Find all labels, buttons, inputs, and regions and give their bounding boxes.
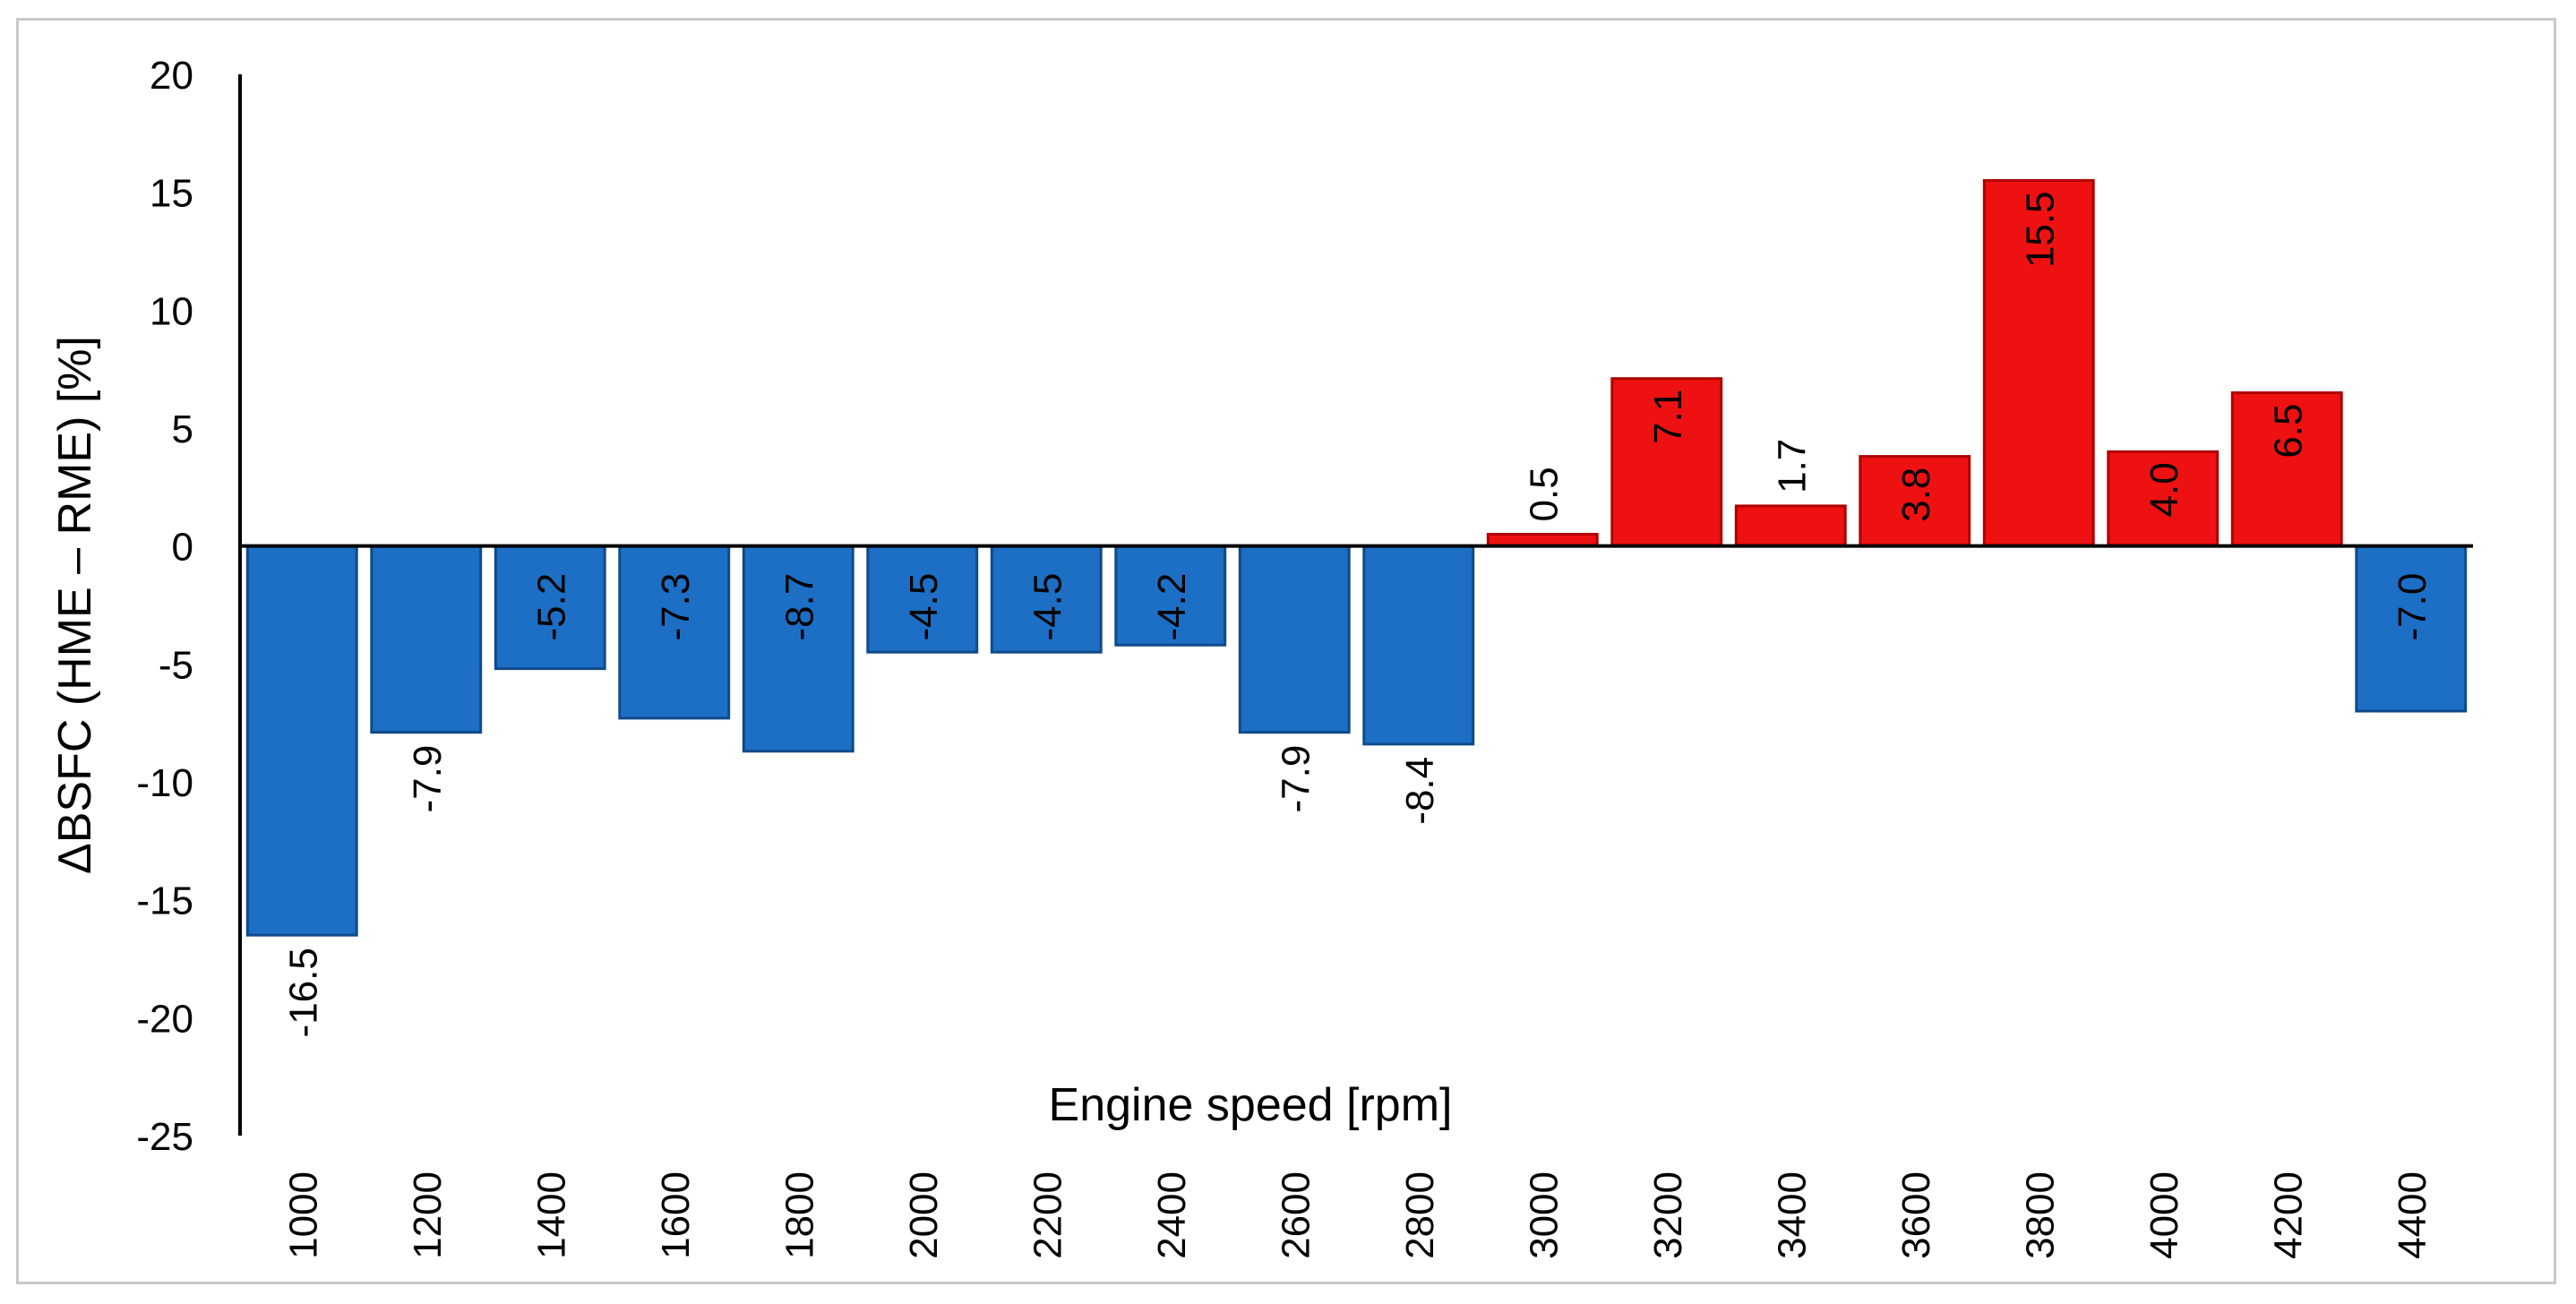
data-label: -8.4 [1398,757,1442,825]
data-labels: -16.5 -7.9 -5.2 -7.3 -8.7 -4.5 -4.5 -4.2 -7.9 -8.… [281,192,2434,1038]
bar-rpm-1600 [618,545,731,720]
data-label: -16.5 [281,948,325,1037]
x-tick-label: 2000 [902,1171,946,1259]
x-tick-label: 1000 [281,1171,325,1259]
x-tick-label: 3200 [1646,1171,1690,1259]
data-label: -7.9 [1274,745,1318,813]
y-tick-label: 15 [150,172,193,216]
y-tick-label: -20 [136,997,193,1041]
bar-rpm-1200 [370,545,483,734]
y-tick-label: 20 [150,54,193,98]
bar-rpm-2200 [990,545,1103,654]
data-label: -4.5 [1026,573,1069,641]
data-label: 1.7 [1770,439,1814,493]
data-label: -4.2 [1150,573,1194,641]
data-label: 15.5 [2018,192,2062,269]
y-axis-title: ΔBSFC (HME – RME) [%] [49,336,101,874]
x-tick-label: 2600 [1274,1171,1318,1259]
x-tick-label: 4000 [2142,1171,2186,1259]
data-label: -7.9 [406,745,450,813]
data-label: 4.0 [2142,462,2186,517]
bar-rpm-2000 [866,545,979,654]
bar-rpm-2800 [1362,545,1475,746]
x-axis-title: Engine speed [rpm] [1049,1079,1453,1131]
x-tick-label: 2800 [1398,1171,1442,1259]
bar-rpm-3200 [1610,377,1723,548]
chart-frame: 20 15 10 5 0 -5 -10 -15 -20 -25 1000 1200 1400 1600 1… [16,18,2556,1284]
x-tick-label: 3000 [1522,1171,1566,1259]
bar-rpm-3800 [1982,179,2095,548]
y-tick-label: -10 [136,761,193,805]
bar-rpm-3400 [1734,504,1847,548]
y-tick-labels: 20 15 10 5 0 -5 -10 -15 -20 -25 [136,54,193,1159]
x-tick-label: 4200 [2266,1171,2310,1259]
bar-rpm-2400 [1114,545,1227,647]
x-tick-label: 2200 [1026,1171,1069,1259]
y-tick-label: -15 [136,879,193,923]
data-label: 3.8 [1894,468,1938,522]
bar-rpm-3600 [1859,455,1971,548]
bar-rpm-1400 [494,545,606,671]
x-tick-label: 3400 [1770,1171,1814,1259]
y-tick-label: 0 [172,526,193,570]
x-tick-label: 1800 [777,1171,821,1259]
y-tick-label: 5 [172,408,193,451]
y-tick-label: -25 [136,1115,193,1159]
data-label: -5.2 [529,573,573,641]
bar-rpm-4400 [2355,545,2468,713]
bars-layer [245,179,2468,937]
axes-layer [238,74,2473,1136]
x-tick-label: 4400 [2391,1171,2434,1259]
x-tick-label: 3600 [1894,1171,1938,1259]
data-label: -7.0 [2391,573,2434,641]
x-tick-label: 1200 [406,1171,450,1259]
data-label: 0.5 [1522,467,1566,521]
y-tick-label: 10 [150,289,193,333]
bar-rpm-2600 [1238,545,1351,734]
data-label: 6.5 [2266,404,2310,459]
x-tick-labels: 1000 1200 1400 1600 1800 2000 2200 2400 2600 2800… [281,1171,2434,1259]
y-tick-label: -5 [159,643,193,687]
x-tick-label: 3800 [2018,1171,2062,1259]
x-tick-label: 1600 [654,1171,698,1259]
data-label: -4.5 [902,573,946,641]
bar-rpm-4000 [2107,450,2220,548]
data-label: -7.3 [654,573,698,641]
x-tick-label: 2400 [1150,1171,1194,1259]
bar-rpm-1000 [245,545,358,937]
data-label: -8.7 [777,573,821,641]
data-label: 7.1 [1646,390,1690,444]
x-tick-label: 1400 [529,1171,573,1259]
